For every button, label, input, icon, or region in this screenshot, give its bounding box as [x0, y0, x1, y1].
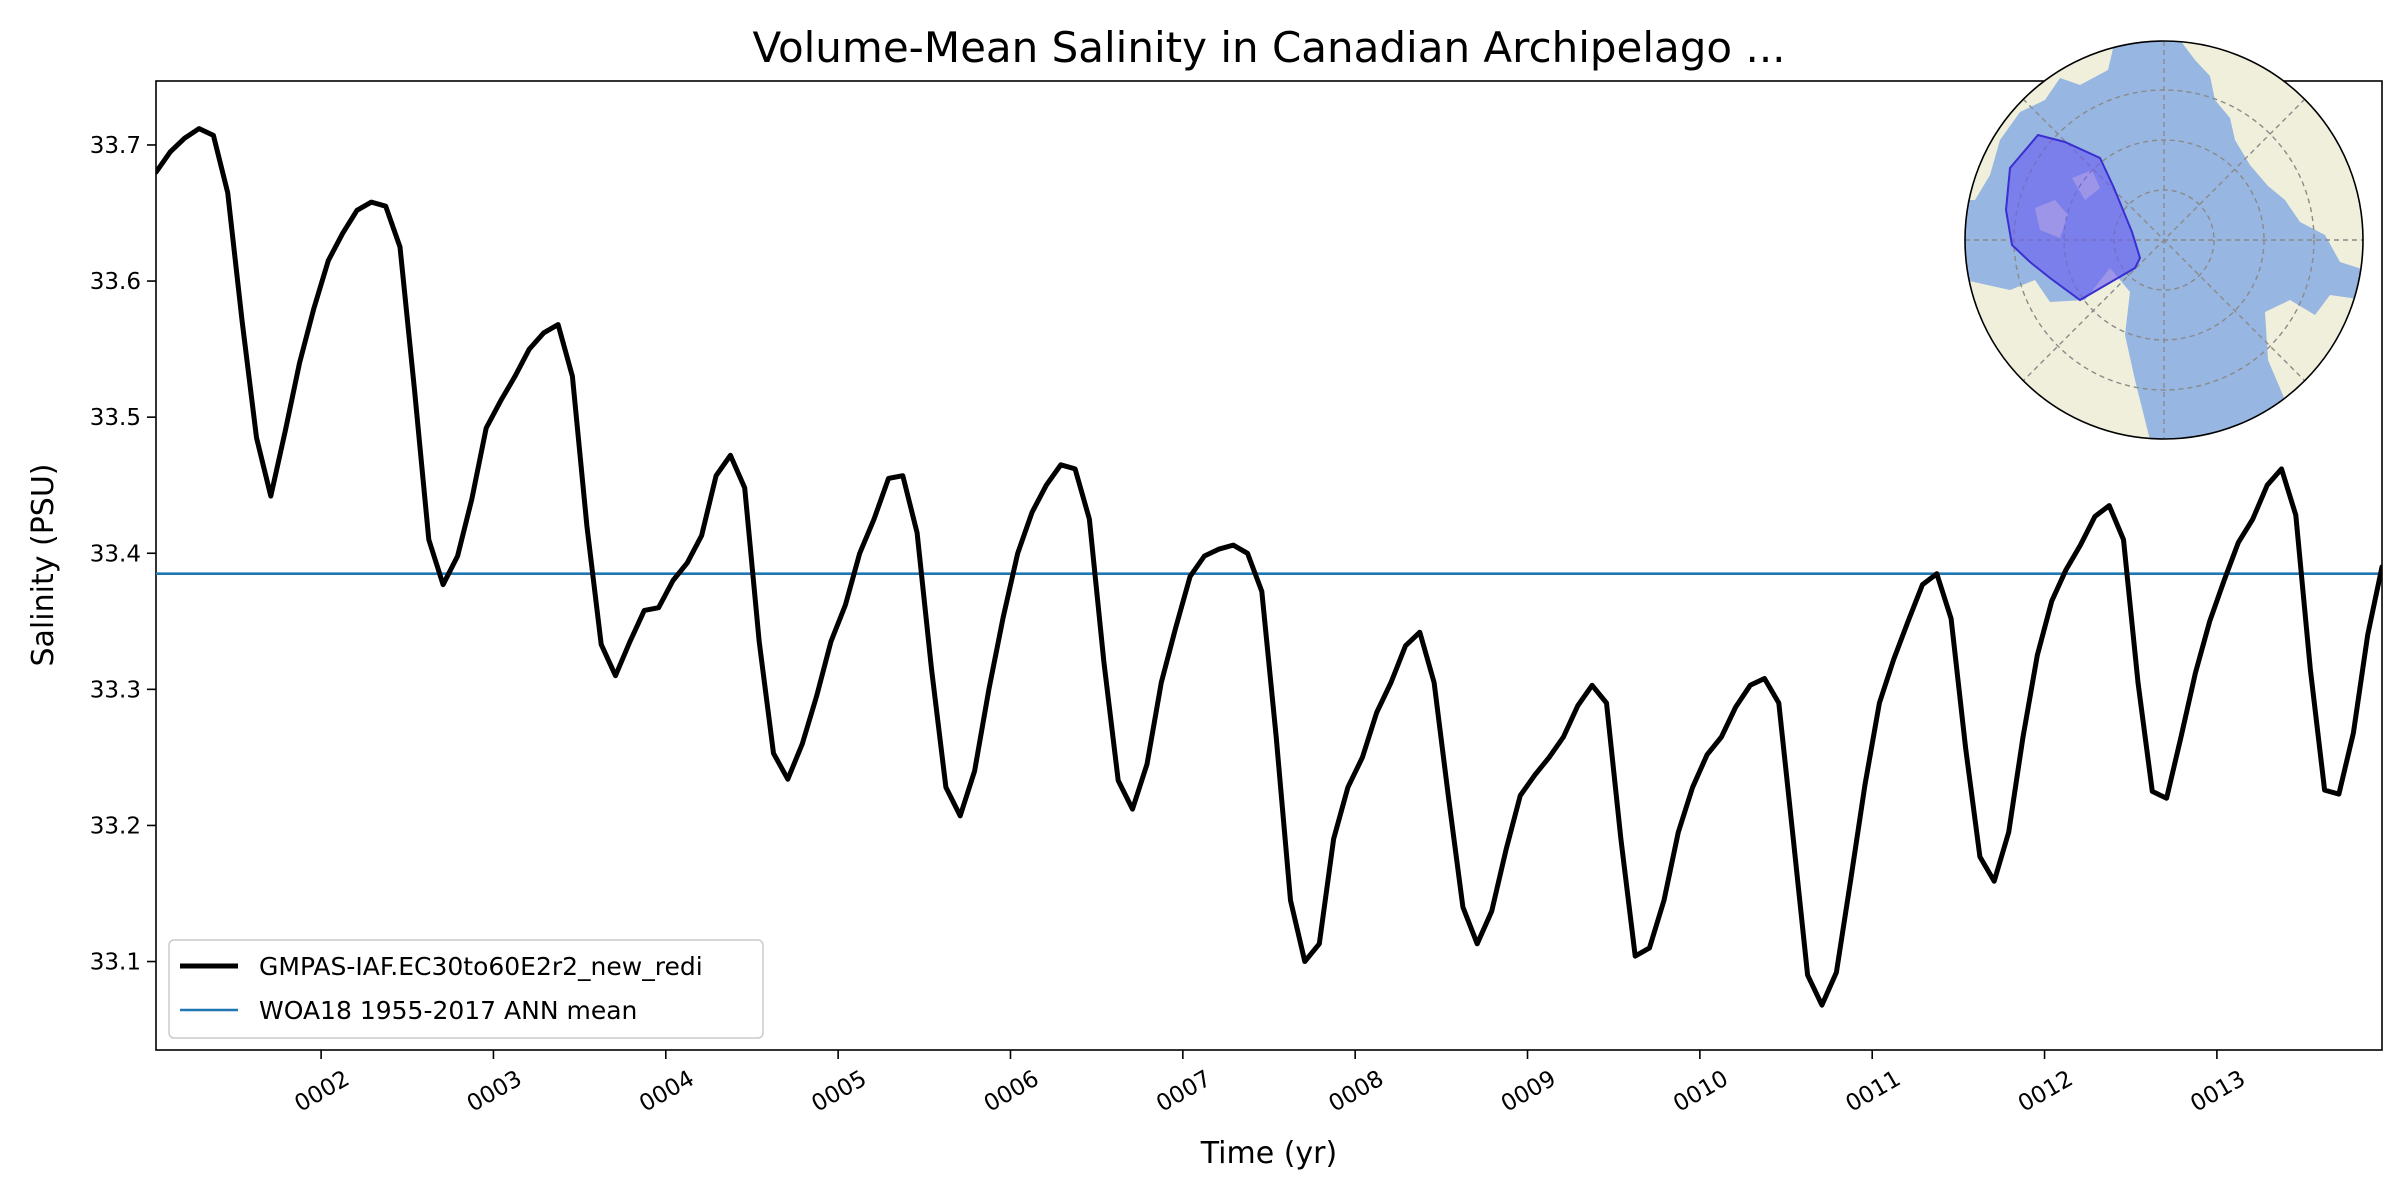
- inset-map-border: [1964, 40, 2364, 440]
- x-tick-label: 0011: [1842, 1066, 1906, 1118]
- y-tick-label: 33.1: [90, 950, 141, 976]
- x-axis-title: Time (yr): [1200, 1136, 1337, 1171]
- x-tick-label: 0006: [980, 1066, 1044, 1118]
- chart-title: Volume-Mean Salinity in Canadian Archipe…: [752, 23, 1785, 72]
- y-tick-label: 33.6: [90, 269, 141, 295]
- x-tick-label: 0009: [1497, 1066, 1561, 1118]
- x-tick-label: 0008: [1324, 1066, 1388, 1118]
- x-tick-label: 0004: [635, 1066, 699, 1118]
- y-tick-label: 33.7: [90, 133, 141, 159]
- y-axis-title: Salinity (PSU): [26, 464, 61, 667]
- series-line-model: [156, 126, 2382, 1008]
- legend-box: [168, 939, 764, 1039]
- series-layer: [156, 126, 2382, 1008]
- x-tick-label: 0005: [807, 1066, 871, 1118]
- y-tick-label: 33.4: [90, 541, 141, 567]
- x-tick-label: 0012: [2014, 1066, 2078, 1118]
- y-tick-label: 33.2: [90, 813, 141, 839]
- x-tick-label: 0010: [1669, 1066, 1733, 1118]
- y-tick-label: 33.5: [90, 405, 141, 431]
- y-tick-label: 33.3: [90, 677, 141, 703]
- x-tick-label: 0002: [290, 1066, 354, 1118]
- x-tick-label: 0013: [2186, 1066, 2250, 1118]
- inset-map: [1964, 40, 2364, 440]
- legend-label-model: GMPAS-IAF.EC30to60E2r2_new_redi: [259, 952, 703, 981]
- inset-map-region: [2004, 133, 2142, 302]
- y-axis: 33.1 33.2 33.3 33.4 33.5 33.6 33.7: [90, 133, 156, 976]
- x-tick-label: 0007: [1152, 1066, 1216, 1118]
- legend: GMPAS-IAF.EC30to60E2r2_new_redi WOA18 19…: [168, 939, 764, 1039]
- x-axis: 0002 0003 0004 0005 0006 0007 0008 0009 0010 0011…: [290, 1050, 2250, 1118]
- x-tick-label: 0003: [463, 1066, 527, 1118]
- legend-label-reference: WOA18 1955-2017 ANN mean: [259, 996, 637, 1025]
